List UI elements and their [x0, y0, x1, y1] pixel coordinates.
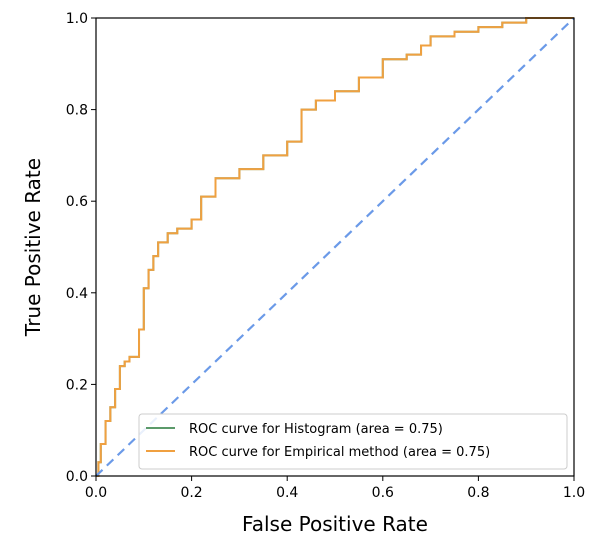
x-axis-label: False Positive Rate [242, 512, 428, 536]
x-tick-label: 1.0 [563, 485, 585, 501]
legend: ROC curve for Histogram (area = 0.75) ROC… [138, 413, 568, 470]
x-tick-label: 0.6 [372, 485, 394, 501]
legend-box [138, 413, 568, 470]
y-axis-label: True Positive Rate [21, 158, 45, 337]
y-tick-label: 0.4 [66, 286, 88, 302]
legend-entry-1: ROC curve for Empirical method (area = 0… [189, 445, 490, 460]
plot-frame [95, 17, 575, 477]
x-axis-ticks: 0.0 0.2 0.4 0.6 0.8 1.0 [85, 476, 585, 501]
y-tick-label: 0.2 [66, 377, 88, 393]
x-tick-label: 0.4 [276, 485, 298, 501]
y-tick-label: 0.0 [66, 469, 88, 485]
y-axis-ticks: 0.0 0.2 0.4 0.6 0.8 1.0 [66, 11, 96, 485]
y-tick-label: 0.8 [66, 103, 88, 119]
chance-diagonal-line [95, 17, 575, 477]
x-tick-label: 0.8 [467, 485, 489, 501]
y-tick-label: 1.0 [66, 11, 88, 27]
series-layer [95, 17, 575, 477]
legend-entry-0: ROC curve for Histogram (area = 0.75) [189, 422, 443, 437]
x-tick-label: 0.0 [85, 485, 107, 501]
y-tick-label: 0.6 [66, 194, 88, 210]
series-line-1 [96, 17, 574, 477]
x-tick-label: 0.2 [180, 485, 202, 501]
